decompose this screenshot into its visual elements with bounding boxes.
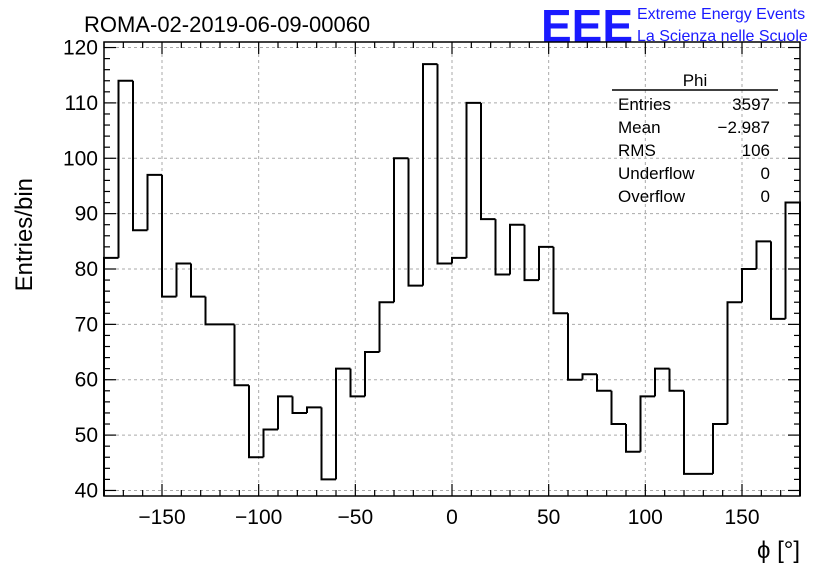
y-tick-labels: 40 50 60 70 80 90 100 110 120 [63, 37, 98, 503]
histogram-bin [480, 102, 496, 221]
stats-label-rms: RMS [618, 141, 656, 160]
y-tick-label: 110 [65, 92, 98, 115]
y-tick-label: 50 [75, 424, 98, 447]
histogram-bin [625, 424, 641, 453]
x-tick-label: 50 [537, 506, 560, 529]
x-tick-label: 0 [446, 506, 458, 529]
histogram-bin [103, 256, 119, 496]
y-tick-label: 70 [75, 313, 98, 336]
histogram-bin [146, 173, 162, 231]
y-tick-label: 100 [63, 147, 98, 170]
histogram-bin [349, 368, 365, 398]
histogram-bin [668, 368, 684, 392]
histogram-bin [117, 79, 133, 258]
histogram-bin [538, 245, 554, 281]
axis-ticks [103, 42, 801, 496]
histogram-bin [335, 367, 351, 480]
histogram-bin [639, 395, 655, 452]
logo-line-2: La Scienza nelle Scuole [637, 28, 808, 45]
histogram-bin [451, 256, 467, 264]
stats-value-rms: 106 [742, 141, 770, 160]
histogram-bin [726, 301, 742, 425]
histogram-bin [277, 395, 293, 430]
stats-box: Phi Entries 3597 Mean −2.987 RMS 106 Und… [612, 71, 778, 206]
histogram-bin [262, 428, 278, 458]
histogram-bin [465, 101, 481, 258]
histogram-bin [509, 223, 525, 275]
histogram-bin [132, 80, 148, 232]
y-tick-label: 90 [75, 203, 98, 226]
x-tick-label: −150 [138, 506, 185, 529]
histogram-bin [204, 296, 220, 326]
histogram-bin [175, 262, 191, 297]
histogram-bin [364, 351, 380, 397]
stats-label-overflow: Overflow [618, 187, 686, 206]
x-tick-label: −50 [338, 506, 374, 529]
y-tick-label: 60 [75, 369, 98, 392]
grid-lines [104, 42, 800, 496]
histogram-bin [741, 268, 757, 303]
histogram-bin [233, 324, 249, 387]
histogram-bin [596, 374, 612, 392]
histogram-bin [407, 158, 423, 287]
x-tick-label: −100 [235, 506, 282, 529]
histogram-bin [683, 390, 699, 475]
histogram-bin [393, 157, 409, 303]
histogram-bin [436, 64, 452, 265]
histogram-bin [422, 63, 438, 286]
chart-title: ROMA-02-2019-06-09-00060 [84, 12, 370, 37]
eee-logo: EEE Extreme Energy Events La Scienza nel… [541, 0, 808, 52]
histogram-bin [306, 406, 322, 413]
histogram-bin [552, 246, 568, 315]
histogram-bin [523, 224, 539, 282]
stats-label-entries: Entries [618, 95, 671, 114]
logo-line-1: Extreme Energy Events [637, 6, 805, 23]
y-tick-label: 40 [75, 479, 98, 502]
histogram-bin [755, 240, 771, 269]
y-tick-label: 120 [63, 37, 98, 60]
x-tick-label: 100 [628, 506, 663, 529]
histogram-bin [190, 263, 206, 298]
stats-box-title: Phi [683, 71, 708, 90]
histogram-bin [567, 313, 583, 381]
stats-label-mean: Mean [618, 118, 661, 137]
histogram-bin [712, 423, 728, 474]
histogram-bin [494, 219, 510, 276]
histogram-bin [654, 367, 670, 397]
histogram-bin [320, 407, 336, 481]
stats-label-underflow: Underflow [618, 164, 695, 183]
x-axis-title: ϕ [°] [757, 537, 800, 564]
y-axis-title: Entries/bin [11, 178, 38, 291]
stats-value-overflow: 0 [761, 187, 770, 206]
histogram-bin [610, 390, 626, 426]
histogram-bin [291, 396, 307, 414]
histogram-bin [581, 373, 597, 380]
histogram-bin [248, 385, 264, 459]
x-tick-labels: −150 −100 −50 0 50 100 150 [138, 506, 759, 529]
stats-value-entries: 3597 [732, 95, 770, 114]
x-tick-label: 150 [724, 506, 759, 529]
histogram-bin [378, 301, 394, 353]
stats-value-underflow: 0 [761, 164, 770, 183]
y-tick-label: 80 [75, 258, 98, 281]
stats-value-mean: −2.987 [718, 118, 770, 137]
histogram-bin [770, 241, 786, 320]
histogram-bin [161, 174, 177, 298]
